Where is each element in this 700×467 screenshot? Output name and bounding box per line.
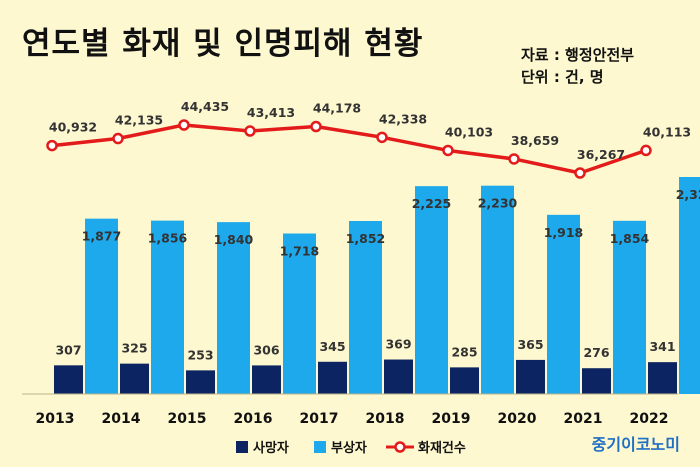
label-deaths-2022: 341 (649, 339, 675, 354)
bar-injuries-2020 (547, 214, 580, 394)
x-tick-2021: 2021 (564, 411, 603, 427)
x-tick-2019: 2019 (432, 411, 471, 427)
bar-deaths-2016 (252, 365, 281, 394)
label-deaths-2020: 365 (517, 337, 543, 352)
bar-deaths-2014 (120, 363, 149, 394)
label-fires-2016: 43,413 (247, 105, 295, 120)
label-injuries-2022: 2,323 (676, 187, 700, 202)
bar-injuries-2013 (85, 218, 118, 394)
bar-deaths-2017 (318, 361, 347, 394)
label-injuries-2014: 1,856 (148, 231, 188, 246)
bar-injuries-2019 (481, 185, 514, 394)
brand-logo: 중기이코노미 (591, 435, 680, 454)
bar-injuries-2016 (283, 233, 316, 394)
bar-deaths-2013 (54, 365, 83, 394)
label-fires-2022: 40,113 (643, 124, 691, 139)
label-injuries-2015: 1,840 (214, 232, 254, 247)
fires-point-2018 (376, 131, 388, 144)
fires-point-2013 (46, 139, 58, 152)
label-fires-2015: 44,435 (181, 99, 229, 114)
label-injuries-2019: 2,230 (478, 196, 518, 211)
fires-point-2014 (112, 132, 124, 145)
label-fires-2014: 42,135 (115, 113, 163, 128)
legend-swatch-injuries (314, 441, 326, 453)
label-deaths-2015: 253 (187, 347, 213, 362)
label-fires-2013: 40,932 (49, 120, 97, 135)
x-tick-2017: 2017 (300, 411, 339, 427)
legend-label-deaths: 사망자 (253, 440, 289, 456)
label-fires-2017: 44,178 (313, 101, 361, 116)
label-deaths-2016: 306 (253, 342, 279, 357)
label-injuries-2013: 1,877 (82, 229, 122, 244)
fires-point-2016 (244, 125, 256, 137)
bar-injuries-2015 (217, 222, 250, 394)
label-injuries-2020: 1,918 (544, 225, 584, 240)
fires-point-2019 (442, 144, 454, 157)
x-tick-2016: 2016 (234, 411, 273, 427)
bar-deaths-2020 (516, 359, 545, 394)
label-fires-2020: 38,659 (511, 133, 559, 148)
fires-point-2022 (640, 144, 652, 157)
x-tick-2018: 2018 (366, 411, 405, 427)
bar-injuries-2014 (151, 220, 184, 394)
bar-deaths-2022 (648, 362, 677, 394)
label-deaths-2019: 285 (451, 344, 477, 359)
legend-label-injuries: 부상자 (331, 441, 367, 456)
bar-deaths-2018 (384, 359, 413, 394)
legend-marker-fires (394, 441, 406, 453)
x-tick-2015: 2015 (168, 411, 207, 427)
unit-note: 단위 : 건, 명 (521, 68, 604, 86)
fires-point-2017 (310, 120, 322, 133)
legend-swatch-deaths (236, 441, 248, 453)
x-tick-2020: 2020 (498, 411, 537, 427)
x-tick-2013: 2013 (36, 411, 75, 427)
label-deaths-2017: 345 (319, 339, 345, 354)
label-fires-2021: 36,267 (577, 147, 625, 162)
bar-deaths-2021 (582, 368, 611, 394)
label-injuries-2018: 2,225 (412, 196, 452, 211)
bar-injuries-2017 (349, 220, 382, 394)
legend-label-fires: 화재건수 (418, 440, 466, 456)
label-injuries-2016: 1,718 (280, 244, 320, 259)
label-fires-2018: 42,338 (379, 111, 427, 126)
label-fires-2019: 40,103 (445, 124, 493, 139)
label-injuries-2021: 1,854 (610, 231, 650, 246)
bar-injuries-2018 (415, 186, 448, 394)
label-deaths-2013: 307 (55, 342, 81, 357)
fires-line (51, 123, 647, 175)
bar-injuries-2022 (679, 177, 700, 394)
source-note: 자료 : 행정안전부 (521, 46, 635, 64)
fires-point-2015 (178, 119, 190, 131)
label-deaths-2018: 369 (385, 337, 411, 352)
bar-injuries-2021 (613, 220, 646, 394)
x-tick-2022: 2022 (630, 411, 669, 427)
label-deaths-2021: 276 (583, 345, 609, 360)
bar-deaths-2015 (186, 370, 215, 394)
chart-meta: 자료 : 행정안전부 단위 : 건, 명 (521, 44, 634, 88)
fires-point-2021 (574, 167, 586, 179)
fires-point-2020 (508, 153, 520, 165)
chart-title: 연도별 화재 및 인명피해 현황 (22, 26, 424, 62)
label-injuries-2017: 1,852 (346, 231, 386, 246)
x-tick-2014: 2014 (102, 411, 141, 427)
label-deaths-2014: 325 (121, 341, 147, 356)
bar-deaths-2019 (450, 367, 479, 394)
